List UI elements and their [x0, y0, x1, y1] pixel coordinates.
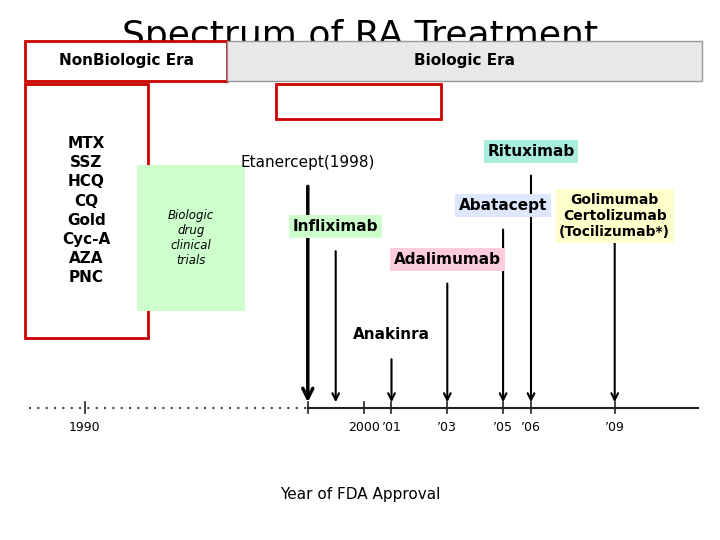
Text: Year of FDA Approval: Year of FDA Approval — [280, 487, 440, 502]
Text: ’09: ’09 — [605, 421, 625, 434]
Text: MTX
SSZ
HCQ
CQ
Gold
Cyc-A
AZA
PNC: MTX SSZ HCQ CQ Gold Cyc-A AZA PNC — [62, 136, 111, 285]
Text: NonBiologic Era: NonBiologic Era — [58, 53, 194, 68]
Text: ’01: ’01 — [382, 421, 402, 434]
FancyBboxPatch shape — [137, 165, 245, 310]
Text: 2000: 2000 — [348, 421, 379, 434]
Text: 1990: 1990 — [69, 421, 100, 434]
Text: ’03: ’03 — [437, 421, 457, 434]
Text: Spectrum of RA Treatment: Spectrum of RA Treatment — [122, 19, 598, 53]
Text: Abatacept: Abatacept — [459, 198, 547, 213]
Text: Biologic
drug
clinical
trials: Biologic drug clinical trials — [168, 208, 214, 267]
Text: Adalimumab: Adalimumab — [394, 252, 501, 267]
FancyBboxPatch shape — [227, 40, 702, 81]
Text: ’06: ’06 — [521, 421, 541, 434]
Text: Infliximab: Infliximab — [293, 219, 379, 234]
Text: Leflunomide (1998): Leflunomide (1998) — [282, 94, 435, 108]
FancyBboxPatch shape — [276, 84, 441, 119]
Text: ’05: ’05 — [493, 421, 513, 434]
Text: Etanercept(1998): Etanercept(1998) — [240, 154, 375, 170]
FancyBboxPatch shape — [25, 84, 148, 338]
Text: Rituximab: Rituximab — [487, 144, 575, 159]
Text: Anakinra: Anakinra — [353, 327, 430, 342]
Text: Golimumab
Certolizumab
(Tocilizumab*): Golimumab Certolizumab (Tocilizumab*) — [559, 193, 670, 239]
Text: Biologic Era: Biologic Era — [414, 53, 515, 68]
FancyBboxPatch shape — [25, 40, 227, 81]
